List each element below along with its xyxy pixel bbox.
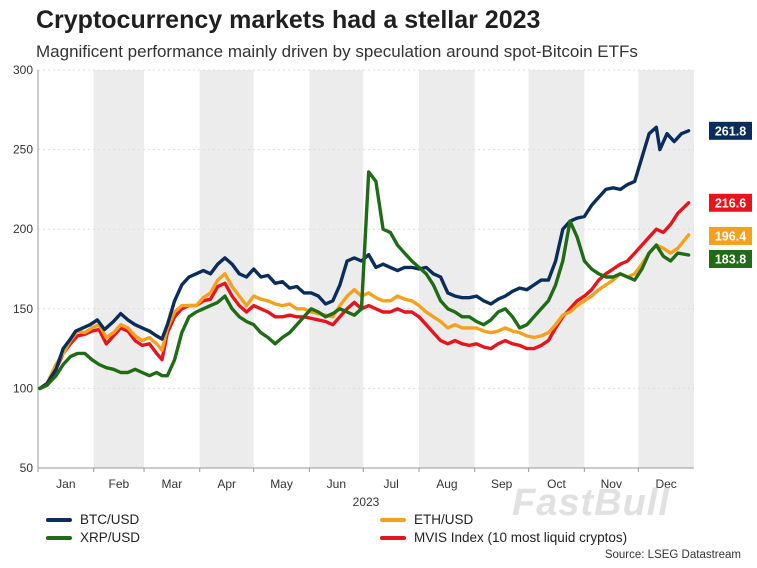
end-label-box-xrp [709, 249, 752, 268]
x-tick-label-mar: Mar [162, 477, 183, 491]
legend-item-btc: BTC/USD [46, 512, 139, 527]
end-label-text-eth: 196.4 [715, 229, 746, 243]
y-tick-label-300: 300 [13, 63, 33, 77]
legend-label-xrp: XRP/USD [80, 530, 141, 545]
month-band-dec [638, 70, 694, 468]
legend-swatch-btc [46, 517, 72, 522]
watermark: FastBull [512, 482, 670, 524]
legend-label-btc: BTC/USD [80, 512, 140, 527]
end-label-text-mvis: 216.6 [715, 196, 746, 210]
end-label-text-xrp: 183.8 [715, 252, 746, 266]
end-label-eth: 196.4 [709, 226, 752, 245]
legend-swatch-mvis [380, 535, 406, 540]
legend-item-xrp: XRP/USD [46, 530, 140, 545]
end-label-btc: 261.8 [709, 121, 752, 140]
end-label-mvis: 216.6 [709, 193, 752, 212]
month-band-jun [309, 70, 364, 468]
legend-item-mvis: MVIS Index (10 most liquid cryptos) [380, 530, 627, 545]
x-tick-label-sep: Sep [491, 477, 513, 491]
x-tick-label-oct: Oct [547, 477, 566, 491]
series-line-xrp [38, 170, 691, 391]
x-tick-label-apr: Apr [217, 477, 236, 491]
month-band-apr [199, 70, 254, 468]
legend-label-mvis: MVIS Index (10 most liquid cryptos) [414, 530, 628, 545]
legend-swatch-eth [380, 517, 406, 522]
x-tick-label-jun: Jun [327, 477, 346, 491]
chart-subtitle: Magnificent performance mainly driven by… [36, 42, 638, 61]
end-label-box-eth [709, 226, 752, 245]
chart-title: Cryptocurrency markets had a stellar 202… [36, 6, 541, 34]
legend-label-eth: ETH/USD [414, 512, 474, 527]
legend-item-eth: ETH/USD [380, 512, 473, 527]
x-tick-label-may: May [270, 477, 293, 491]
x-axis-label: 2023 [353, 495, 380, 509]
source-note: Source: LSEG Datastream [604, 549, 741, 561]
legend-swatch-xrp [46, 535, 72, 540]
x-tick-label-dec: Dec [655, 477, 676, 491]
end-label-xrp: 183.8 [709, 249, 752, 268]
y-tick-label-100: 100 [13, 381, 33, 395]
y-tick-label-50: 50 [20, 461, 34, 475]
x-tick-label-feb: Feb [109, 477, 130, 491]
end-label-text-btc: 261.8 [715, 124, 746, 138]
month-band-feb [93, 70, 145, 468]
x-tick-label-jul: Jul [383, 477, 398, 491]
x-tick-label-aug: Aug [436, 477, 457, 491]
month-band-oct [528, 70, 585, 468]
end-label-box-mvis [709, 193, 752, 212]
y-tick-label-200: 200 [13, 222, 33, 236]
x-tick-label-nov: Nov [601, 477, 622, 491]
y-tick-label-150: 150 [13, 302, 33, 316]
end-label-box-btc [709, 121, 752, 140]
y-tick-label-250: 250 [13, 143, 33, 157]
x-tick-label-jan: Jan [56, 477, 75, 491]
